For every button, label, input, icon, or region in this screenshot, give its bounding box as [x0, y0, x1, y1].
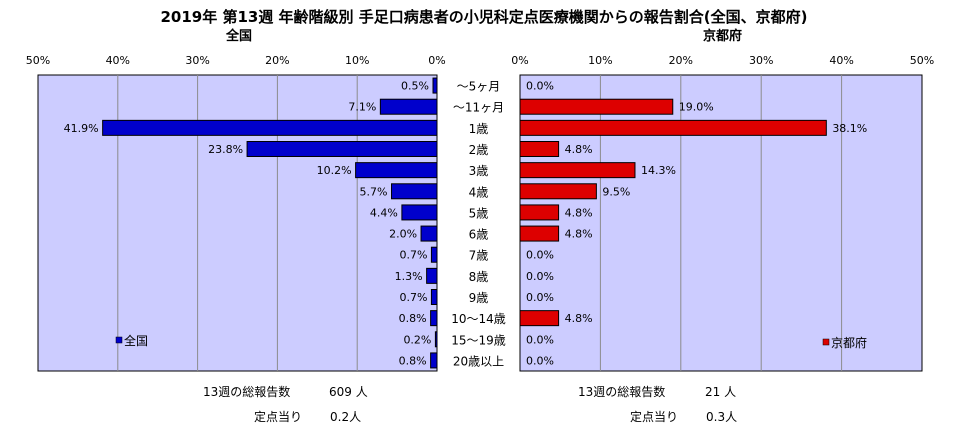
national-data-label: 0.8%: [399, 312, 427, 325]
national-total-value: 609 人: [329, 385, 368, 399]
national-bar: [434, 331, 438, 348]
kyoto-data-label: 4.8%: [565, 228, 593, 241]
kyoto-per-label: 定点当り: [630, 410, 679, 424]
national-bar: [430, 289, 438, 305]
national-per-label: 定点当り: [254, 410, 303, 424]
category-label: 3歳: [469, 164, 489, 178]
national-bar: [420, 225, 438, 242]
national-bar: [426, 267, 438, 284]
national-data-label: 7.1%: [348, 101, 376, 114]
kyoto-data-label: 4.8%: [565, 143, 593, 156]
category-label: 1歳: [469, 122, 489, 136]
kyoto-plot-area: [519, 74, 923, 372]
national-data-label: 0.2%: [403, 333, 431, 346]
national-tick-label: 30%: [185, 54, 209, 67]
kyoto-total-label: 13週の総報告数: [578, 385, 666, 399]
category-label: 6歳: [469, 228, 489, 242]
category-label: 4歳: [469, 185, 489, 199]
kyoto-data-label: 19.0%: [679, 101, 714, 114]
kyoto-tick-label: 30%: [749, 54, 773, 67]
national-data-label: 0.8%: [399, 354, 427, 367]
national-plot-area: [37, 74, 438, 372]
national-data-label: 4.4%: [370, 206, 398, 219]
kyoto-data-label: 0.0%: [526, 249, 554, 262]
national-data-label: 10.2%: [317, 164, 352, 177]
national-data-label: 5.7%: [360, 185, 388, 198]
national-legend-label: 全国: [124, 333, 148, 348]
national-tick-label: 0%: [428, 54, 445, 67]
national-panel-title: 全国: [226, 29, 253, 44]
national-tick-label: 20%: [265, 54, 289, 67]
kyoto-data-label: 0.0%: [526, 333, 554, 346]
category-label: 〜11ヶ月: [453, 101, 504, 115]
national-per-value: 0.2人: [330, 410, 362, 424]
national-data-label: 23.8%: [208, 143, 243, 156]
category-label: 7歳: [469, 249, 489, 263]
kyoto-data-label: 0.0%: [526, 291, 554, 304]
kyoto-data-label: 0.0%: [526, 270, 554, 283]
kyoto-data-label: 38.1%: [832, 122, 867, 135]
kyoto-panel-title: 京都府: [703, 29, 743, 44]
national-bar: [391, 183, 438, 200]
kyoto-bar: [519, 98, 674, 115]
national-tick-label: 40%: [106, 54, 130, 67]
kyoto-bar: [519, 141, 560, 157]
kyoto-per-value: 0.3人: [706, 410, 738, 424]
national-bar: [379, 98, 438, 115]
national-bar: [102, 119, 438, 136]
national-data-label: 41.9%: [64, 122, 99, 135]
national-total-label: 13週の総報告数: [203, 385, 291, 399]
kyoto-bar: [519, 225, 560, 242]
national-data-label: 1.3%: [395, 270, 423, 283]
national-bar: [430, 246, 438, 263]
national-bar: [355, 162, 438, 179]
national-bar: [430, 352, 438, 369]
kyoto-tick-label: 10%: [588, 54, 612, 67]
national-legend-swatch: [115, 336, 123, 344]
category-label: 9歳: [469, 291, 489, 305]
kyoto-tick-label: 20%: [669, 54, 693, 67]
category-label: 15〜19歳: [451, 333, 506, 347]
category-label: 8歳: [469, 270, 489, 284]
national-bar: [246, 141, 438, 157]
kyoto-tick-label: 50%: [910, 54, 934, 67]
national-bar: [401, 204, 438, 221]
kyoto-data-label: 14.3%: [641, 164, 676, 177]
kyoto-bar: [519, 183, 597, 200]
kyoto-tick-label: 40%: [829, 54, 853, 67]
national-data-label: 0.5%: [401, 80, 429, 93]
category-label: 2歳: [469, 143, 489, 157]
national-data-label: 0.7%: [399, 249, 427, 262]
kyoto-total-value: 21 人: [705, 385, 737, 399]
kyoto-data-label: 0.0%: [526, 80, 554, 93]
kyoto-bar: [519, 204, 560, 221]
national-bar: [430, 310, 438, 327]
population-pyramid-chart: 50% 40% 30% 20% 10% 0% 0% 10% 20% 30% 40% 50% 0.5% 0.…: [26, 54, 934, 372]
national-bar: [432, 77, 438, 94]
chart-title: 2019年 第13週 年齢階級別 手足口病患者の小児科定点医療機関からの報告割合…: [160, 8, 808, 26]
kyoto-bar: [519, 162, 636, 179]
kyoto-data-label: 0.0%: [526, 354, 554, 367]
national-data-label: 2.0%: [389, 228, 417, 241]
category-label: 10〜14歳: [451, 312, 506, 326]
kyoto-data-label: 9.5%: [602, 185, 630, 198]
kyoto-data-label: 4.8%: [565, 206, 593, 219]
kyoto-data-label: 4.8%: [565, 312, 593, 325]
national-tick-label: 10%: [345, 54, 369, 67]
kyoto-bar: [519, 119, 827, 136]
kyoto-legend-swatch: [822, 338, 830, 346]
kyoto-bar: [519, 310, 560, 327]
national-data-label: 0.7%: [399, 291, 427, 304]
kyoto-legend-label: 京都府: [831, 335, 867, 350]
national-tick-label: 50%: [26, 54, 50, 67]
category-label: 20歳以上: [453, 354, 504, 368]
kyoto-tick-label: 0%: [511, 54, 528, 67]
category-label: 〜5ヶ月: [457, 80, 501, 94]
category-label: 5歳: [469, 206, 489, 220]
